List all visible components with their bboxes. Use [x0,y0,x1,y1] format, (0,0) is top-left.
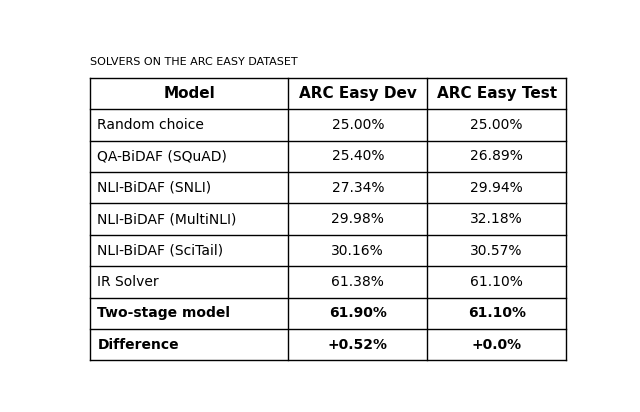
Text: 26.89%: 26.89% [470,150,523,164]
Text: 29.94%: 29.94% [470,181,523,195]
Text: 25.40%: 25.40% [332,150,384,164]
Text: Difference: Difference [97,338,179,352]
Text: 25.00%: 25.00% [332,118,384,132]
Text: 61.10%: 61.10% [468,306,525,320]
Text: 30.16%: 30.16% [332,243,384,258]
Text: 61.90%: 61.90% [329,306,387,320]
Text: ARC Easy Test: ARC Easy Test [436,86,557,101]
Text: 32.18%: 32.18% [470,212,523,226]
Text: 61.38%: 61.38% [332,275,384,289]
Text: NLI-BiDAF (SNLI): NLI-BiDAF (SNLI) [97,181,211,195]
Text: SOLVERS ON THE ARC EASY DATASET: SOLVERS ON THE ARC EASY DATASET [90,57,298,68]
Text: QA-BiDAF (SQuAD): QA-BiDAF (SQuAD) [97,150,227,164]
Text: 30.57%: 30.57% [470,243,523,258]
Text: NLI-BiDAF (MultiNLI): NLI-BiDAF (MultiNLI) [97,212,237,226]
Text: Random choice: Random choice [97,118,204,132]
Text: IR Solver: IR Solver [97,275,159,289]
Text: NLI-BiDAF (SciTail): NLI-BiDAF (SciTail) [97,243,223,258]
Text: Model: Model [163,86,215,101]
Text: 61.10%: 61.10% [470,275,523,289]
Text: 25.00%: 25.00% [470,118,523,132]
Text: ARC Easy Dev: ARC Easy Dev [299,86,417,101]
Text: 29.98%: 29.98% [332,212,384,226]
Text: 27.34%: 27.34% [332,181,384,195]
Text: +0.52%: +0.52% [328,338,388,352]
Text: Two-stage model: Two-stage model [97,306,230,320]
Text: +0.0%: +0.0% [472,338,522,352]
